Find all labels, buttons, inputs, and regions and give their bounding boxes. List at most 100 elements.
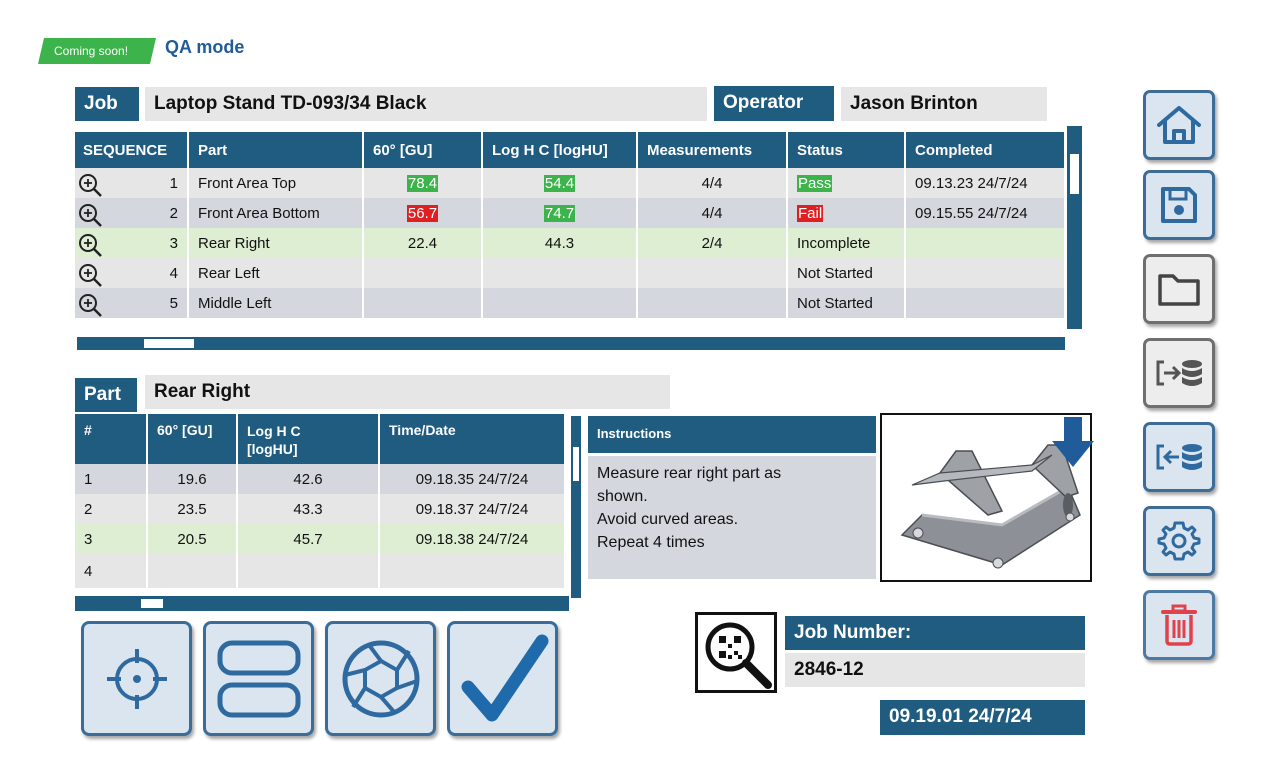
instruction-line: Repeat 4 times	[597, 534, 705, 551]
instruction-line: shown.	[597, 488, 648, 505]
job-name-field[interactable]: Laptop Stand TD-093/34 Black	[145, 87, 707, 121]
gu-cell: 56.7	[363, 198, 483, 228]
column-header[interactable]: 60° [GU]	[363, 132, 483, 168]
loghc-cell: 74.7	[482, 198, 638, 228]
gu-cell	[363, 288, 483, 318]
sequence-cell: 1	[75, 168, 189, 198]
zoom-in-icon[interactable]	[77, 262, 103, 288]
confirm-button[interactable]	[447, 621, 558, 736]
scroll-thumb[interactable]	[143, 338, 195, 349]
sequence-cell: 4	[75, 258, 189, 288]
sequence-horizontal-scrollbar[interactable]	[77, 337, 1065, 350]
aperture-icon	[342, 640, 419, 717]
folder-icon	[1158, 274, 1200, 306]
status-cell: Incomplete	[787, 228, 906, 258]
open-folder-button[interactable]	[1143, 254, 1215, 324]
completed-cell	[905, 228, 1066, 258]
measurements-cell: 4/4	[637, 168, 788, 198]
qr-scan-button[interactable]	[695, 612, 777, 693]
part-cell: Front Area Bottom	[188, 198, 364, 228]
mode-title: QA mode	[165, 37, 245, 57]
sequence-vertical-scrollbar[interactable]	[1067, 126, 1082, 329]
completed-cell: 09.15.55 24/7/24	[905, 198, 1066, 228]
instructions-text: Measure rear right part as shown. Avoid …	[588, 456, 876, 579]
loghc-cell	[482, 288, 638, 318]
measurements-cell	[637, 288, 788, 318]
job-number-label: Job Number:	[785, 616, 1085, 650]
capture-button[interactable]	[325, 621, 436, 736]
save-button[interactable]	[1143, 170, 1215, 240]
export-to-database-button[interactable]	[1143, 338, 1215, 408]
measurements-cell: 4/4	[637, 198, 788, 228]
column-header[interactable]: Log H C [logHU]	[482, 132, 638, 168]
table-row[interactable]: 1 19.6 42.6 09.18.35 24/7/24	[75, 464, 566, 494]
operator-label: Operator	[714, 86, 834, 121]
column-header[interactable]: 60° [GU]	[147, 414, 238, 464]
scroll-thumb[interactable]	[140, 598, 164, 609]
sequence-cell: 3	[75, 228, 189, 258]
loghc-cell	[237, 554, 380, 588]
zoom-in-icon[interactable]	[77, 292, 103, 318]
save-icon	[1161, 187, 1197, 223]
measurement-vertical-scrollbar[interactable]	[571, 416, 581, 598]
column-header[interactable]: Log H C [logHU]	[237, 414, 380, 464]
scroll-thumb[interactable]	[572, 446, 580, 482]
sequence-table-header: SEQUENCE Part 60° [GU] Log H C [logHU] M…	[75, 132, 1066, 168]
measurement-horizontal-scrollbar[interactable]	[75, 596, 569, 611]
time-cell: 09.18.38 24/7/24	[379, 524, 566, 554]
table-row[interactable]: 1 Front Area Top 78.4 54.4 4/4 Pass 09.1…	[75, 168, 1066, 198]
column-header[interactable]: Completed	[905, 132, 1066, 168]
completed-cell	[905, 288, 1066, 318]
date-time-display: 09.19.01 24/7/24	[880, 700, 1085, 735]
table-row[interactable]: 5 Middle Left Not Started	[75, 288, 1066, 318]
scroll-thumb[interactable]	[1069, 153, 1080, 195]
layout-button[interactable]	[203, 621, 314, 736]
loghc-value: 74.7	[543, 204, 576, 222]
column-header[interactable]: Part	[188, 132, 364, 168]
column-header[interactable]: SEQUENCE	[75, 132, 189, 168]
column-header[interactable]: Time/Date	[379, 414, 566, 464]
table-row[interactable]: 4	[75, 554, 566, 588]
column-header[interactable]: #	[75, 414, 148, 464]
zoom-in-icon[interactable]	[77, 232, 103, 258]
time-cell: 09.18.35 24/7/24	[379, 464, 566, 494]
coming-soon-badge: Coming soon!	[38, 38, 156, 64]
settings-button[interactable]	[1143, 506, 1215, 576]
table-row-selected[interactable]: 3 Rear Right 22.4 44.3 2/4 Incomplete	[75, 228, 1066, 258]
loghc-cell: 42.6	[237, 464, 380, 494]
zoom-in-icon[interactable]	[77, 202, 103, 228]
part-cell: Rear Left	[188, 258, 364, 288]
export-database-icon	[1156, 360, 1202, 386]
part-cell: Rear Right	[188, 228, 364, 258]
column-header[interactable]: Status	[787, 132, 906, 168]
measurement-table: # 60° [GU] Log H C [logHU] Time/Date 1 1…	[75, 414, 566, 588]
part-name-field[interactable]: Rear Right	[145, 375, 670, 409]
table-row[interactable]: 2 23.5 43.3 09.18.37 24/7/24	[75, 494, 566, 524]
index-cell: 3	[75, 524, 148, 554]
status-cell: Not Started	[787, 288, 906, 318]
completed-cell	[905, 258, 1066, 288]
part-cell: Front Area Top	[188, 168, 364, 198]
target-button[interactable]	[81, 621, 192, 736]
status-cell: Pass	[787, 168, 906, 198]
job-number-field[interactable]: 2846-12	[785, 653, 1085, 687]
zoom-in-icon[interactable]	[77, 172, 103, 198]
table-row[interactable]: 2 Front Area Bottom 56.7 74.7 4/4 Fail 0…	[75, 198, 1066, 228]
import-from-database-button[interactable]	[1143, 422, 1215, 492]
sequence-table: SEQUENCE Part 60° [GU] Log H C [logHU] M…	[75, 132, 1066, 318]
gu-cell	[363, 258, 483, 288]
table-row[interactable]: 4 Rear Left Not Started	[75, 258, 1066, 288]
operator-name-field[interactable]: Jason Brinton	[841, 87, 1047, 121]
home-button[interactable]	[1143, 90, 1215, 160]
table-row-selected[interactable]: 3 20.5 45.7 09.18.38 24/7/24	[75, 524, 566, 554]
gu-cell: 78.4	[363, 168, 483, 198]
index-cell: 1	[75, 464, 148, 494]
column-header[interactable]: Measurements	[637, 132, 788, 168]
measurement-table-header: # 60° [GU] Log H C [logHU] Time/Date	[75, 414, 566, 464]
arrow-down-icon	[1052, 417, 1094, 467]
measurements-cell: 2/4	[637, 228, 788, 258]
part-label: Part	[75, 378, 137, 412]
gu-value: 78.4	[406, 174, 439, 192]
delete-button[interactable]	[1143, 590, 1215, 660]
gu-cell: 22.4	[363, 228, 483, 258]
